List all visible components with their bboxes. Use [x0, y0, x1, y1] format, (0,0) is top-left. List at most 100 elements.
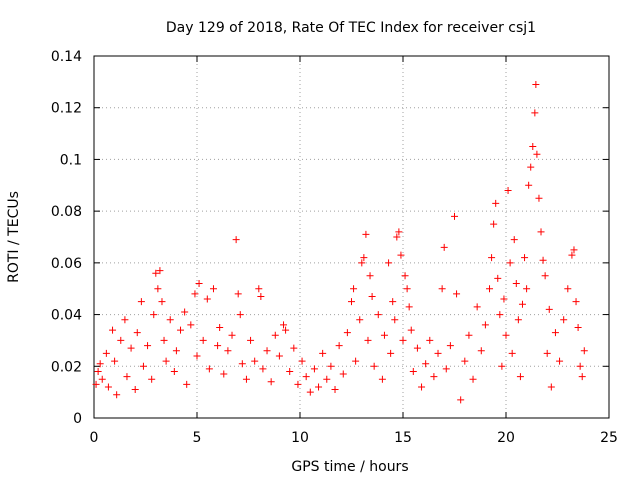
data-point: [438, 285, 446, 293]
data-point: [228, 331, 236, 339]
data-point: [111, 357, 119, 365]
data-point: [172, 347, 180, 355]
data-point: [568, 251, 576, 259]
data-point: [183, 380, 191, 388]
y-tick-label: 0.02: [51, 359, 82, 375]
y-tick-label: 0.04: [51, 308, 82, 324]
data-point: [537, 228, 545, 236]
data-point: [506, 259, 514, 267]
data-point: [486, 285, 494, 293]
data-point: [380, 331, 388, 339]
data-point: [490, 220, 498, 228]
data-point: [580, 347, 588, 355]
data-point: [477, 347, 485, 355]
data-point: [508, 349, 516, 357]
data-point: [442, 365, 450, 373]
data-point: [131, 386, 139, 394]
data-point: [395, 228, 403, 236]
data-point: [302, 373, 310, 381]
data-point: [551, 329, 559, 337]
data-point: [352, 357, 360, 365]
data-point: [578, 373, 586, 381]
data-point: [96, 360, 104, 368]
data-point: [539, 256, 547, 264]
data-point: [191, 290, 199, 298]
data-point: [348, 298, 355, 306]
data-point: [193, 352, 201, 360]
data-point: [187, 321, 195, 329]
data-point: [339, 370, 347, 378]
data-point: [315, 383, 323, 391]
data-point: [166, 316, 174, 324]
data-point: [280, 321, 288, 329]
data-point: [374, 311, 382, 319]
data-point: [523, 285, 531, 293]
data-point: [498, 362, 506, 370]
data-point: [306, 388, 314, 396]
data-point: [158, 298, 166, 306]
data-point: [323, 375, 331, 383]
data-point: [327, 362, 335, 370]
data-point: [98, 375, 106, 383]
data-point: [500, 295, 508, 303]
data-point: [576, 362, 584, 370]
data-point: [457, 396, 465, 404]
data-point: [251, 357, 259, 365]
data-point: [109, 326, 117, 334]
data-point: [319, 349, 327, 357]
y-tick-label: 0: [73, 411, 82, 427]
data-point: [150, 311, 158, 319]
data-point: [543, 349, 551, 357]
data-point: [488, 254, 496, 262]
data-point: [177, 326, 185, 334]
y-tick-label: 0.14: [51, 49, 82, 65]
data-point: [137, 298, 145, 306]
data-point: [397, 251, 405, 259]
data-point: [104, 383, 112, 391]
data-point: [440, 243, 448, 251]
data-point: [181, 308, 189, 316]
data-point: [496, 311, 504, 319]
data-point: [504, 186, 512, 194]
data-point: [139, 362, 147, 370]
data-point: [364, 336, 372, 344]
data-point: [255, 285, 263, 293]
data-point: [545, 305, 553, 313]
data-point: [331, 386, 339, 394]
data-point: [494, 274, 502, 282]
data-point: [335, 342, 343, 350]
data-point: [94, 367, 102, 375]
data-point: [409, 367, 417, 375]
y-tick-label: 0.12: [51, 101, 82, 117]
data-point: [224, 347, 232, 355]
data-point: [418, 383, 426, 391]
data-point: [236, 311, 244, 319]
data-point: [434, 349, 442, 357]
data-point: [407, 326, 415, 334]
data-point: [556, 357, 564, 365]
x-tick-label: 15: [394, 430, 412, 446]
data-point: [343, 329, 351, 337]
data-point: [385, 259, 393, 267]
data-point: [430, 373, 438, 381]
data-point: [148, 375, 156, 383]
data-point: [370, 362, 378, 370]
y-axis-label: ROTI / TECUs: [6, 191, 22, 283]
data-point: [473, 303, 481, 311]
data-point: [356, 316, 364, 324]
data-point: [403, 285, 411, 293]
data-point: [492, 199, 500, 207]
data-point: [286, 367, 294, 375]
data-point: [199, 336, 207, 344]
data-point: [156, 267, 164, 275]
data-point: [113, 391, 121, 399]
data-point: [133, 329, 141, 337]
data-point: [481, 321, 489, 329]
data-point: [209, 285, 217, 293]
data-point: [461, 357, 469, 365]
data-point: [368, 292, 376, 300]
data-point: [238, 360, 246, 368]
data-points: [92, 80, 588, 404]
x-tick-label: 20: [497, 430, 515, 446]
